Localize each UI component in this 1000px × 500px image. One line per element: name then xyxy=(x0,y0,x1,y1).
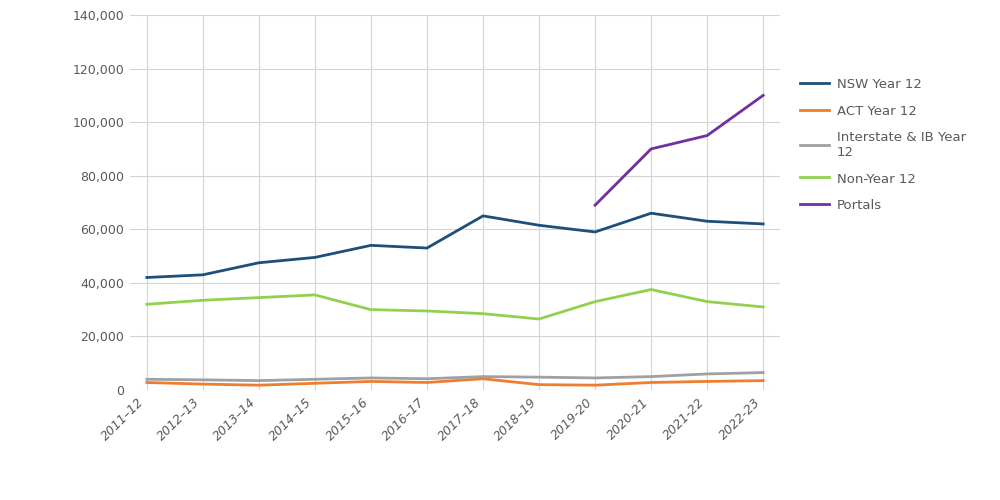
Interstate & IB Year 12 xyxy=(645,374,657,380)
Non-Year 12 xyxy=(645,286,657,292)
ACT Year 12 xyxy=(365,378,377,384)
Portals xyxy=(589,202,601,208)
Line: Non-Year 12: Non-Year 12 xyxy=(147,290,763,319)
Legend: NSW Year 12, ACT Year 12, Interstate & IB Year
12, Non-Year 12, Portals: NSW Year 12, ACT Year 12, Interstate & I… xyxy=(800,78,966,212)
Interstate & IB Year 12 xyxy=(757,370,769,376)
Interstate & IB Year 12 xyxy=(421,376,433,382)
Portals xyxy=(757,92,769,98)
Non-Year 12 xyxy=(701,298,713,304)
NSW Year 12 xyxy=(701,218,713,224)
NSW Year 12 xyxy=(309,254,321,260)
Interstate & IB Year 12 xyxy=(365,375,377,381)
Non-Year 12 xyxy=(533,316,545,322)
ACT Year 12 xyxy=(477,376,489,382)
ACT Year 12 xyxy=(421,380,433,386)
NSW Year 12 xyxy=(533,222,545,228)
ACT Year 12 xyxy=(757,378,769,384)
Interstate & IB Year 12 xyxy=(589,375,601,381)
NSW Year 12 xyxy=(477,213,489,219)
ACT Year 12 xyxy=(253,382,265,388)
Non-Year 12 xyxy=(141,302,153,308)
Portals xyxy=(701,132,713,138)
Line: NSW Year 12: NSW Year 12 xyxy=(147,213,763,278)
Interstate & IB Year 12 xyxy=(141,376,153,382)
Interstate & IB Year 12 xyxy=(477,374,489,380)
Non-Year 12 xyxy=(253,294,265,300)
NSW Year 12 xyxy=(589,229,601,235)
Non-Year 12 xyxy=(365,306,377,312)
NSW Year 12 xyxy=(757,221,769,227)
Portals xyxy=(645,146,657,152)
Non-Year 12 xyxy=(309,292,321,298)
NSW Year 12 xyxy=(253,260,265,266)
Non-Year 12 xyxy=(589,298,601,304)
Interstate & IB Year 12 xyxy=(197,377,209,383)
NSW Year 12 xyxy=(197,272,209,278)
NSW Year 12 xyxy=(141,274,153,280)
Line: ACT Year 12: ACT Year 12 xyxy=(147,379,763,385)
ACT Year 12 xyxy=(589,382,601,388)
ACT Year 12 xyxy=(645,380,657,386)
Non-Year 12 xyxy=(757,304,769,310)
Line: Portals: Portals xyxy=(595,96,763,205)
Line: Interstate & IB Year 12: Interstate & IB Year 12 xyxy=(147,372,763,380)
Interstate & IB Year 12 xyxy=(533,374,545,380)
Interstate & IB Year 12 xyxy=(309,376,321,382)
Interstate & IB Year 12 xyxy=(701,371,713,377)
Non-Year 12 xyxy=(421,308,433,314)
NSW Year 12 xyxy=(365,242,377,248)
Non-Year 12 xyxy=(477,310,489,316)
ACT Year 12 xyxy=(309,380,321,386)
NSW Year 12 xyxy=(645,210,657,216)
NSW Year 12 xyxy=(421,245,433,251)
ACT Year 12 xyxy=(141,380,153,386)
ACT Year 12 xyxy=(701,378,713,384)
ACT Year 12 xyxy=(533,382,545,388)
ACT Year 12 xyxy=(197,381,209,387)
Interstate & IB Year 12 xyxy=(253,378,265,384)
Non-Year 12 xyxy=(197,298,209,304)
